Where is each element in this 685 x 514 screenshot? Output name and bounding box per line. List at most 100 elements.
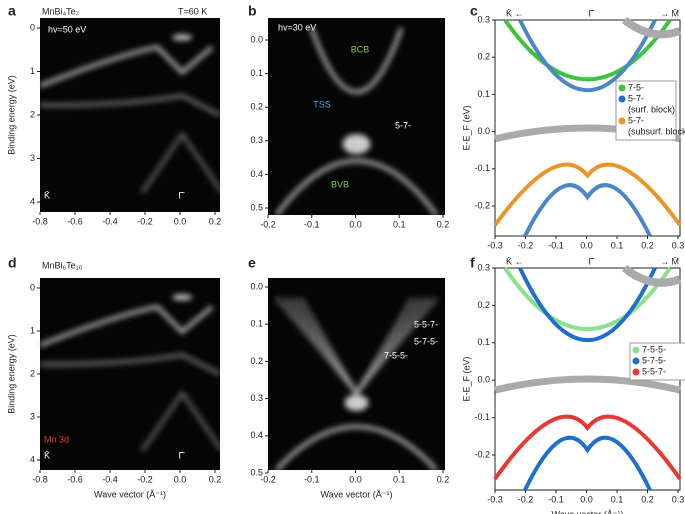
annotation: K̄ bbox=[44, 190, 50, 200]
annotation: Γ̄ bbox=[589, 256, 596, 266]
y-tick-label: 0.3 bbox=[250, 135, 263, 145]
legend: 7-5-5-7-(surf. block)5-7-(subsurf. block… bbox=[615, 80, 685, 141]
y-tick-label: 4 bbox=[30, 196, 35, 206]
legend-box bbox=[615, 80, 677, 141]
x-tick-label: -0.1 bbox=[304, 474, 320, 484]
y-axis-label: E-E_F (eV) bbox=[461, 356, 471, 401]
panel-label: d bbox=[8, 255, 17, 271]
annotation: Mn 3d bbox=[44, 434, 69, 444]
y-tick-label: -0.1 bbox=[474, 163, 490, 173]
band bbox=[140, 130, 224, 194]
band bbox=[140, 389, 224, 452]
band bbox=[275, 424, 438, 472]
x-tick-label: -0.2 bbox=[518, 494, 534, 504]
x-tick-label: -0.2 bbox=[137, 216, 153, 226]
image-features bbox=[39, 294, 224, 452]
annotation: hv=30 eV bbox=[278, 22, 316, 32]
y-tick-label: 1 bbox=[30, 325, 35, 335]
y-axis-label: Binding energy (eV) bbox=[6, 75, 16, 155]
x-tick-label: 0.2 bbox=[641, 494, 654, 504]
y-tick-label: 0.5 bbox=[250, 467, 263, 477]
x-tick-label: -0.4 bbox=[102, 474, 118, 484]
y-tick-label: 0.0 bbox=[477, 375, 490, 385]
y-tick-label: 0.5 bbox=[250, 202, 263, 212]
band bbox=[493, 414, 682, 481]
band-curves bbox=[493, 264, 682, 491]
y-tick-label: 2 bbox=[30, 368, 35, 378]
x-tick-label: 0.0 bbox=[580, 240, 593, 250]
x-tick-label: -0.2 bbox=[518, 240, 534, 250]
band bbox=[518, 19, 657, 93]
panel-label: b bbox=[248, 3, 257, 19]
x-tick-label: -0.2 bbox=[260, 474, 276, 484]
panel-title: MnBi₆Te₁₀ bbox=[42, 260, 83, 270]
legend-swatch bbox=[618, 95, 626, 103]
y-tick-label: 0.3 bbox=[250, 393, 263, 403]
annotation: K̄ ← bbox=[506, 256, 524, 266]
image-bg bbox=[268, 18, 445, 215]
band bbox=[274, 158, 439, 217]
x-tick-label: 0.2 bbox=[437, 219, 450, 229]
image-features bbox=[274, 296, 439, 472]
panel: e -0.2 -0.1 0.0 0.1 0.2 0.0 0.1 0.2 0.3 0.4 0.5 Wave… bbox=[248, 255, 449, 500]
y-axis-label: Binding energy (eV) bbox=[6, 334, 16, 414]
y-tick-label: 0.2 bbox=[250, 102, 263, 112]
legend-label: 7-5-5- bbox=[642, 344, 666, 354]
legend-label: 7-5- bbox=[628, 82, 644, 92]
annotation: → M̄ bbox=[660, 8, 679, 18]
y-tick-label: 2 bbox=[30, 109, 35, 119]
y-tick-label: 0.1 bbox=[477, 89, 490, 99]
legend-swatch bbox=[632, 346, 640, 354]
y-tick-label: 0.3 bbox=[477, 14, 490, 24]
band bbox=[493, 162, 682, 227]
annotation: BCB bbox=[351, 44, 370, 54]
y-tick-label: 0.1 bbox=[250, 319, 263, 329]
y-tick-label: 0.0 bbox=[477, 126, 490, 136]
legend-swatch bbox=[618, 84, 626, 92]
x-tick-label: -0.3 bbox=[487, 240, 503, 250]
legend-label: (subsurf. block) bbox=[628, 126, 685, 136]
panel: d MnBi₆Te₁₀ -0.8 -0.6 -0.4 -0.2 0.0 0.2 0 1 2 3 4 Bin… bbox=[6, 255, 224, 499]
band bbox=[39, 93, 221, 117]
y-tick-label: 4 bbox=[30, 454, 35, 464]
y-tick-label: -0.2 bbox=[474, 449, 490, 459]
band bbox=[503, 18, 672, 82]
legend-label: 5-7-5- bbox=[642, 355, 666, 365]
panel-title: MnBi₄Te₇ bbox=[42, 6, 79, 16]
annotation: T=60 K bbox=[178, 6, 207, 16]
x-tick-label: -0.1 bbox=[548, 240, 564, 250]
y-tick-label: 0.4 bbox=[250, 430, 263, 440]
legend-swatch bbox=[632, 368, 640, 376]
band bbox=[309, 27, 404, 94]
y-tick-label: 0.3 bbox=[477, 262, 490, 272]
band bbox=[39, 44, 214, 88]
x-tick-label: 0.0 bbox=[349, 219, 362, 229]
panel: b -0.2 -0.1 0.0 0.1 0.2 0.0 0.1 0.2 0.3 0.4 0.5 hv=3… bbox=[248, 3, 449, 230]
annotation: 5-7- bbox=[395, 120, 411, 130]
x-tick-label: -0.1 bbox=[548, 494, 564, 504]
legend-label: 5-5-7- bbox=[642, 366, 666, 376]
annotation: Γ̄ bbox=[179, 450, 186, 460]
x-tick-label: -0.3 bbox=[487, 494, 503, 504]
band bbox=[622, 264, 682, 287]
y-tick-label: 0.2 bbox=[477, 300, 490, 310]
legend-swatch bbox=[632, 357, 640, 365]
band bbox=[172, 34, 193, 41]
panel-label: a bbox=[8, 3, 16, 19]
y-tick-label: 0.1 bbox=[477, 337, 490, 347]
image-bg bbox=[40, 278, 220, 470]
x-tick-label: -0.8 bbox=[32, 474, 48, 484]
y-tick-label: 3 bbox=[30, 153, 35, 163]
band bbox=[503, 266, 672, 332]
band bbox=[523, 435, 652, 491]
image-bg bbox=[40, 18, 220, 212]
x-tick-label: 0.0 bbox=[174, 474, 187, 484]
annotation: 5-5-7- bbox=[414, 319, 438, 329]
annotation: K̄ bbox=[44, 450, 50, 460]
x-tick-label: 0.2 bbox=[437, 474, 450, 484]
annotation: BVB bbox=[331, 179, 349, 189]
band bbox=[342, 134, 371, 155]
y-axis-label: E-E_F (eV) bbox=[461, 105, 471, 150]
band bbox=[39, 304, 214, 348]
